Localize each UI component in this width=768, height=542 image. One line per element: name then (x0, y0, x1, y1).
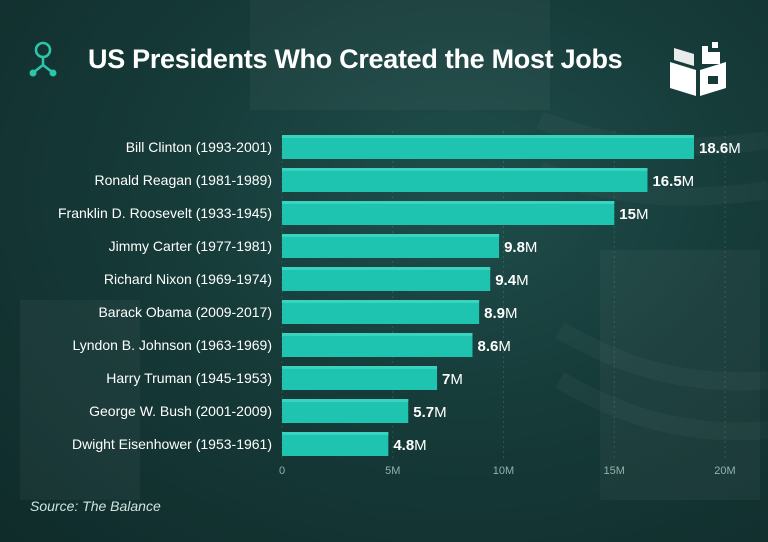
bar (282, 333, 473, 357)
x-tick-label: 0 (279, 465, 285, 477)
bar (282, 267, 491, 291)
category-label: Franklin D. Roosevelt (1933-1945) (58, 205, 272, 221)
bar-highlight (282, 201, 615, 204)
bar (282, 135, 694, 159)
x-tick-label: 10M (493, 465, 514, 477)
category-label: George W. Bush (2001-2009) (89, 403, 272, 419)
category-label: Bill Clinton (1993-2001) (126, 139, 272, 155)
bar (282, 201, 615, 225)
value-label: 18.6M (699, 140, 741, 157)
bar-highlight (282, 234, 500, 237)
value-label: 5.7M (413, 404, 446, 421)
x-axis-ticks-layer: 0 5M 10M 15M 20M (279, 465, 736, 477)
bar-highlight (282, 432, 389, 435)
x-tick-label: 20M (714, 465, 735, 477)
bars-layer (282, 135, 694, 456)
bar-highlight (282, 135, 694, 138)
bar (282, 432, 389, 456)
value-label: 9.8M (504, 239, 537, 256)
bar-highlight (282, 399, 409, 402)
value-label: 8.9M (484, 305, 517, 322)
bar (282, 234, 500, 258)
value-label: 9.4M (495, 272, 528, 289)
category-label: Richard Nixon (1969-1974) (104, 271, 272, 287)
category-labels-layer: Bill Clinton (1993-2001) Ronald Reagan (1… (58, 139, 272, 452)
bar-highlight (282, 300, 480, 303)
x-tick-label: 5M (385, 465, 400, 477)
value-label: 16.5M (652, 173, 694, 190)
person-network-icon (29, 41, 57, 77)
bar-highlight (282, 366, 438, 369)
bar-highlight (282, 168, 648, 171)
category-label: Barack Obama (2009-2017) (98, 304, 272, 320)
source-note: Source: The Balance (30, 498, 161, 514)
value-label: 7M (442, 371, 463, 388)
bar (282, 300, 480, 324)
bar-highlight (282, 267, 491, 270)
bar (282, 168, 648, 192)
book-castle-logo-icon (670, 42, 726, 96)
category-label: Jimmy Carter (1977-1981) (109, 238, 272, 254)
value-label: 15M (619, 206, 648, 223)
bar (282, 366, 438, 390)
bar (282, 399, 409, 423)
x-tick-label: 15M (604, 465, 625, 477)
page-title: US Presidents Who Created the Most Jobs (88, 44, 623, 74)
bar-highlight (282, 333, 473, 336)
value-label: 8.6M (477, 338, 510, 355)
category-label: Dwight Eisenhower (1953-1961) (72, 436, 272, 452)
category-label: Harry Truman (1945-1953) (106, 370, 272, 386)
category-label: Ronald Reagan (1981-1989) (95, 172, 272, 188)
value-label: 4.8M (393, 437, 426, 454)
category-label: Lyndon B. Johnson (1963-1969) (72, 337, 272, 353)
